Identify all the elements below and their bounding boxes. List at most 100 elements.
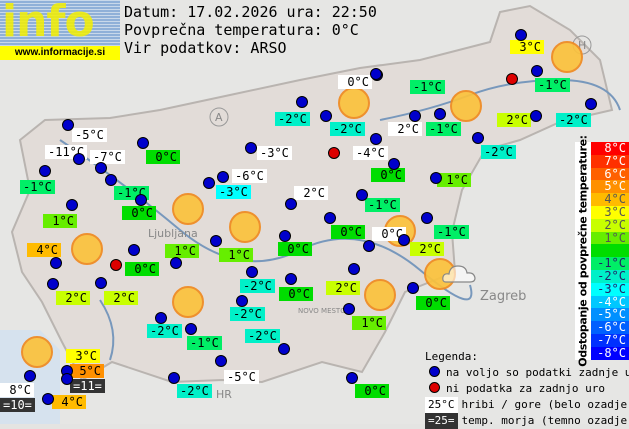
station-dot[interactable]: [279, 230, 291, 242]
station-dot[interactable]: [398, 234, 410, 246]
station-dot[interactable]: [170, 257, 182, 269]
station-temperature-label[interactable]: -2°C: [275, 112, 310, 126]
station-temperature-label[interactable]: -6°C: [232, 169, 267, 183]
station-dot[interactable]: [135, 194, 147, 206]
station-dot[interactable]: [95, 277, 107, 289]
station-dot[interactable]: [370, 133, 382, 145]
missing-station-dot[interactable]: [328, 147, 340, 159]
station-dot[interactable]: [73, 153, 85, 165]
station-temperature-label[interactable]: 2°C: [497, 113, 531, 127]
station-temperature-label[interactable]: 5°C: [70, 364, 104, 378]
station-temperature-label[interactable]: 1°C: [219, 248, 253, 262]
station-dot[interactable]: [42, 393, 54, 405]
station-dot[interactable]: [278, 343, 290, 355]
station-temperature-label[interactable]: 2°C: [294, 186, 328, 200]
station-temperature-label[interactable]: -1°C: [365, 198, 400, 212]
station-temperature-label[interactable]: 0°C: [338, 75, 372, 89]
station-dot[interactable]: [324, 212, 336, 224]
station-temperature-label[interactable]: 1°C: [165, 244, 199, 258]
station-dot[interactable]: [24, 370, 36, 382]
station-dot[interactable]: [285, 273, 297, 285]
station-temperature-label[interactable]: -1°C: [187, 336, 222, 350]
station-dot[interactable]: [128, 244, 140, 256]
station-temperature-label[interactable]: -1°C: [426, 122, 461, 136]
station-temperature-label[interactable]: -1°C: [20, 180, 55, 194]
station-dot[interactable]: [370, 68, 382, 80]
station-dot[interactable]: [215, 355, 227, 367]
station-dot[interactable]: [105, 174, 117, 186]
station-dot[interactable]: [320, 110, 332, 122]
station-temperature-label[interactable]: 2°C: [410, 242, 444, 256]
station-temperature-label[interactable]: -2°C: [240, 279, 275, 293]
station-dot[interactable]: [246, 266, 258, 278]
station-temperature-label[interactable]: 0°C: [278, 242, 312, 256]
station-temperature-label[interactable]: -2°C: [245, 329, 280, 343]
station-dot[interactable]: [168, 372, 180, 384]
station-dot[interactable]: [421, 212, 433, 224]
station-temperature-label[interactable]: 0°C: [125, 262, 159, 276]
station-dot[interactable]: [285, 198, 297, 210]
station-dot[interactable]: [39, 165, 51, 177]
station-dot[interactable]: [185, 323, 197, 335]
station-dot[interactable]: [363, 240, 375, 252]
station-dot[interactable]: [137, 137, 149, 149]
station-dot[interactable]: [47, 278, 59, 290]
station-dot[interactable]: [348, 263, 360, 275]
missing-station-dot[interactable]: [110, 259, 122, 271]
sea-temperature-label[interactable]: =11=: [70, 379, 105, 393]
station-temperature-label[interactable]: -2°C: [481, 145, 516, 159]
station-temperature-label[interactable]: 0°C: [146, 150, 180, 164]
station-dot[interactable]: [434, 108, 446, 120]
station-dot[interactable]: [95, 162, 107, 174]
station-temperature-label[interactable]: 1°C: [352, 316, 386, 330]
station-dot[interactable]: [356, 189, 368, 201]
station-temperature-label[interactable]: -7°C: [90, 150, 125, 164]
station-dot[interactable]: [430, 172, 442, 184]
station-temperature-label[interactable]: -4°C: [353, 146, 388, 160]
station-temperature-label[interactable]: -5°C: [72, 128, 107, 142]
station-temperature-label[interactable]: 0°C: [122, 206, 156, 220]
station-dot[interactable]: [203, 177, 215, 189]
station-temperature-label[interactable]: 2°C: [326, 281, 360, 295]
station-temperature-label[interactable]: -2°C: [556, 113, 591, 127]
station-dot[interactable]: [66, 199, 78, 211]
station-temperature-label[interactable]: 2°C: [388, 122, 422, 136]
logo-url[interactable]: www.informacije.si: [0, 46, 120, 60]
station-dot[interactable]: [531, 65, 543, 77]
station-temperature-label[interactable]: 3°C: [510, 40, 544, 54]
station-temperature-label[interactable]: -1°C: [434, 225, 469, 239]
station-temperature-label[interactable]: 3°C: [66, 349, 100, 363]
station-dot[interactable]: [346, 372, 358, 384]
station-temperature-label[interactable]: -1°C: [535, 78, 570, 92]
station-temperature-label[interactable]: 1°C: [437, 173, 471, 187]
station-temperature-label[interactable]: -1°C: [410, 80, 445, 94]
station-dot[interactable]: [343, 303, 355, 315]
station-temperature-label[interactable]: -2°C: [230, 307, 265, 321]
logo[interactable]: info www.informacije.si: [0, 0, 120, 60]
station-dot[interactable]: [296, 96, 308, 108]
station-temperature-label[interactable]: -5°C: [224, 370, 259, 384]
station-temperature-label[interactable]: 0°C: [355, 384, 389, 398]
station-temperature-label[interactable]: -2°C: [177, 384, 212, 398]
station-temperature-label[interactable]: 2°C: [104, 291, 138, 305]
station-dot[interactable]: [472, 132, 484, 144]
station-temperature-label[interactable]: 0°C: [331, 225, 365, 239]
station-temperature-label[interactable]: -2°C: [147, 324, 182, 338]
station-temperature-label[interactable]: 4°C: [27, 243, 61, 257]
station-dot[interactable]: [515, 29, 527, 41]
station-dot[interactable]: [236, 295, 248, 307]
missing-station-dot[interactable]: [506, 73, 518, 85]
station-temperature-label[interactable]: -3°C: [257, 146, 292, 160]
station-dot[interactable]: [62, 119, 74, 131]
station-temperature-label[interactable]: 1°C: [43, 214, 77, 228]
station-dot[interactable]: [50, 257, 62, 269]
station-dot[interactable]: [61, 373, 73, 385]
station-dot[interactable]: [388, 158, 400, 170]
station-dot[interactable]: [217, 171, 229, 183]
station-dot[interactable]: [409, 110, 421, 122]
station-temperature-label[interactable]: 0°C: [416, 296, 450, 310]
station-temperature-label[interactable]: -2°C: [330, 122, 365, 136]
station-temperature-label[interactable]: 8°C: [0, 383, 34, 397]
station-temperature-label[interactable]: 0°C: [371, 168, 405, 182]
station-dot[interactable]: [155, 312, 167, 324]
